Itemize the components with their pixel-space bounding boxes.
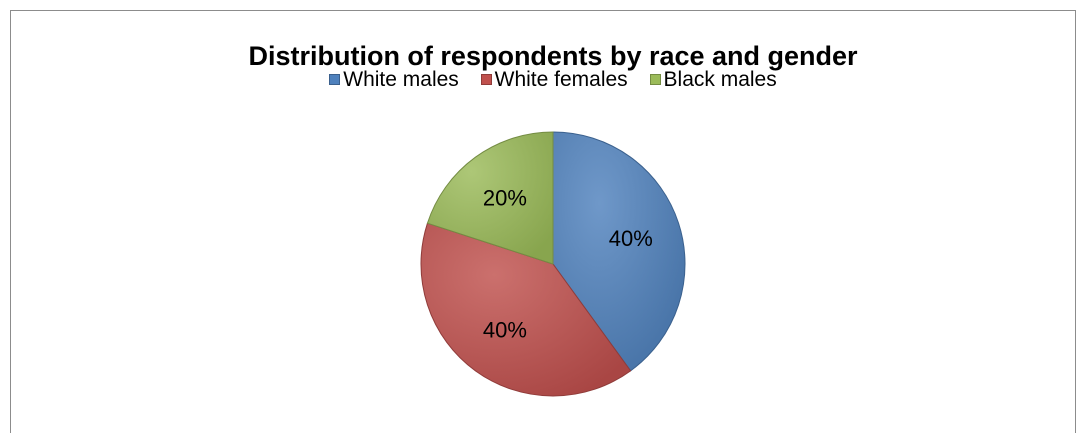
data-label-black-males: 20% <box>483 185 527 210</box>
legend-label-white-males: White males <box>343 68 459 91</box>
chart-title: Distribution of respondents by race and … <box>248 41 858 71</box>
pie-slices <box>420 131 686 397</box>
data-label-white-females: 40% <box>483 318 527 343</box>
data-label-white-males: 40% <box>609 226 653 251</box>
legend-label-black-males: Black males <box>663 68 777 91</box>
legend-item-white-females: White females <box>480 68 628 92</box>
legend-swatch-white-males <box>329 74 341 85</box>
legend-swatch-black-males <box>649 74 661 85</box>
pie-slice-black-males <box>426 131 554 265</box>
legend-swatch-white-females <box>480 74 492 85</box>
pie-slice-white-females <box>420 222 632 397</box>
legend: White males White females Black males <box>0 68 1086 92</box>
legend-item-white-males: White males <box>329 68 459 92</box>
pie-slice-white-males <box>552 131 686 372</box>
legend-label-white-females: White females <box>494 68 628 91</box>
legend-item-black-males: Black males <box>649 68 777 92</box>
pie-labels: 40% 40% 20% <box>483 185 653 342</box>
